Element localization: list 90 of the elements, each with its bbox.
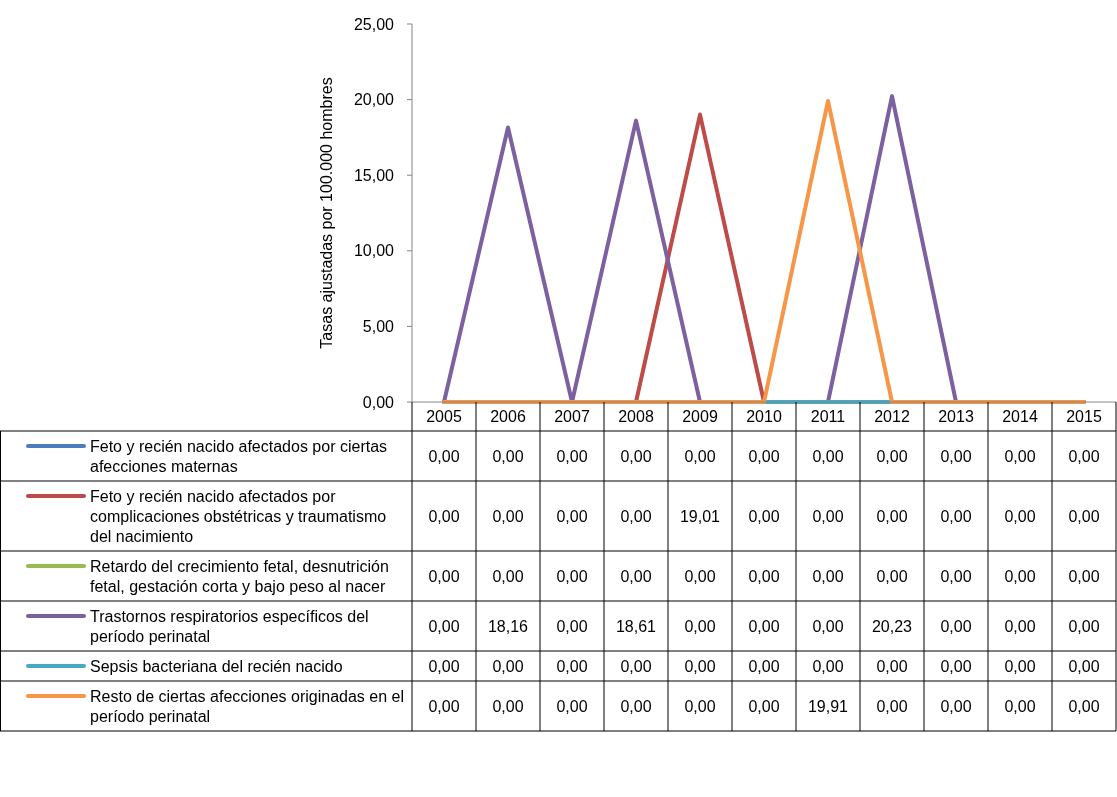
text: 0,00 xyxy=(940,567,972,585)
x-tick-label: 2015 xyxy=(1066,408,1102,426)
text: 0,00 xyxy=(876,567,908,585)
x-tick-label: 2008 xyxy=(618,408,654,426)
data-label: 0,00 xyxy=(428,507,460,525)
text: 0,00 xyxy=(684,567,716,585)
legend-label: Feto y recién nacido afectados por complicaciones obstétricas y traumatismo del nacimiento xyxy=(90,487,387,545)
text: 0,00 xyxy=(940,657,972,675)
text: 0,00 xyxy=(556,447,588,465)
text: 0,00 xyxy=(620,447,652,465)
x-tick-label: 2005 xyxy=(426,408,462,426)
data-label: 0,00 xyxy=(748,617,780,635)
x-tick-label: 2014 xyxy=(1002,408,1038,426)
data-label: 0,00 xyxy=(556,697,588,715)
data-label: 0,00 xyxy=(1004,697,1036,715)
text: 0,00 xyxy=(620,567,652,585)
data-label: 0,00 xyxy=(748,657,780,675)
legend-label: Resto de ciertas afecciones originadas en el período perinatal xyxy=(90,687,404,725)
data-label: 18,61 xyxy=(615,617,657,635)
data-label: 0,00 xyxy=(684,617,716,635)
y-tick-label: 10,00 xyxy=(353,242,395,260)
data-label: 0,00 xyxy=(620,507,652,525)
text: 0,00 xyxy=(748,447,780,465)
text: 0,00 xyxy=(1004,447,1036,465)
data-label: 0,00 xyxy=(812,617,844,635)
text: 0,00 xyxy=(492,447,524,465)
text: 0,00 xyxy=(428,657,460,675)
y-tick-label: 0,00 xyxy=(362,393,395,411)
data-label: 0,00 xyxy=(1068,697,1100,715)
data-label: 0,00 xyxy=(812,657,844,675)
text: 0,00 xyxy=(1004,657,1036,675)
data-label: 18,16 xyxy=(487,617,529,635)
x-tick-label: 2010 xyxy=(746,408,782,426)
legend-label: Sepsis bacteriana del recién nacido xyxy=(90,657,343,675)
x-tick-label: 2011 xyxy=(810,408,846,426)
text: 0,00 xyxy=(1068,447,1100,465)
x-tick-label: 2012 xyxy=(874,408,910,426)
data-label: 0,00 xyxy=(556,617,588,635)
y-tick-label: 20,00 xyxy=(353,91,395,109)
data-label: 0,00 xyxy=(940,507,972,525)
y-axis-title: Tasas ajustadas por 100.000 hombres xyxy=(318,77,335,349)
data-label: 0,00 xyxy=(748,697,780,715)
data-label: 0,00 xyxy=(428,617,460,635)
text: 0,00 xyxy=(812,567,844,585)
text: 0,00 xyxy=(684,447,716,465)
data-label: 0,00 xyxy=(1068,617,1100,635)
data-label: 20,23 xyxy=(871,617,913,635)
text: 0,00 xyxy=(1068,657,1100,675)
y-tick-label: 5,00 xyxy=(362,318,395,335)
data-label: 0,00 xyxy=(684,697,716,715)
text: 0,00 xyxy=(492,657,524,675)
text: 0,00 xyxy=(428,567,460,585)
text: 0,00 xyxy=(1004,567,1036,585)
data-label: 0,00 xyxy=(812,507,844,525)
text: 0,00 xyxy=(556,567,588,585)
text: 0,00 xyxy=(620,657,652,675)
data-label: 0,00 xyxy=(1004,507,1036,525)
data-label: 0,00 xyxy=(492,507,524,525)
data-label: 0,00 xyxy=(748,507,780,525)
text: 0,00 xyxy=(812,447,844,465)
text: 0,00 xyxy=(684,657,716,675)
x-tick-label: 2013 xyxy=(938,408,974,426)
text: 0,00 xyxy=(428,447,460,465)
legend-label: Retardo del crecimiento fetal, desnutrición fetal, gestación corta y bajo peso al nacer xyxy=(90,557,389,595)
data-label: 0,00 xyxy=(620,697,652,715)
text: 0,00 xyxy=(876,447,908,465)
data-label: 0,00 xyxy=(492,697,524,715)
data-label: 19,01 xyxy=(679,507,721,525)
data-label: 0,00 xyxy=(1068,507,1100,525)
data-label: 0,00 xyxy=(556,507,588,525)
text: 0,00 xyxy=(556,657,588,675)
legend-label: Trastornos respiratorios específicos del período perinatal xyxy=(90,607,369,645)
text: 0,00 xyxy=(940,447,972,465)
data-label: 0,00 xyxy=(876,697,908,715)
y-tick-label: 15,00 xyxy=(353,166,395,184)
data-label: 0,00 xyxy=(876,657,908,675)
x-tick-label: 2006 xyxy=(490,408,526,426)
text: 0,00 xyxy=(492,567,524,585)
legend-label: Feto y recién nacido afectados por ciertas afecciones maternas xyxy=(90,437,388,475)
x-tick-label: 2009 xyxy=(682,408,718,426)
data-label: 0,00 xyxy=(428,697,460,715)
data-label: 0,00 xyxy=(940,697,972,715)
data-label: 0,00 xyxy=(940,617,972,635)
data-label: 0,00 xyxy=(876,507,908,525)
data-label: 0,00 xyxy=(1004,617,1036,635)
x-tick-label: 2007 xyxy=(554,408,590,426)
text: 0,00 xyxy=(748,567,780,585)
text: 0,00 xyxy=(1068,567,1100,585)
y-tick-label: 25,00 xyxy=(353,15,395,33)
data-label: 19,91 xyxy=(807,697,849,715)
